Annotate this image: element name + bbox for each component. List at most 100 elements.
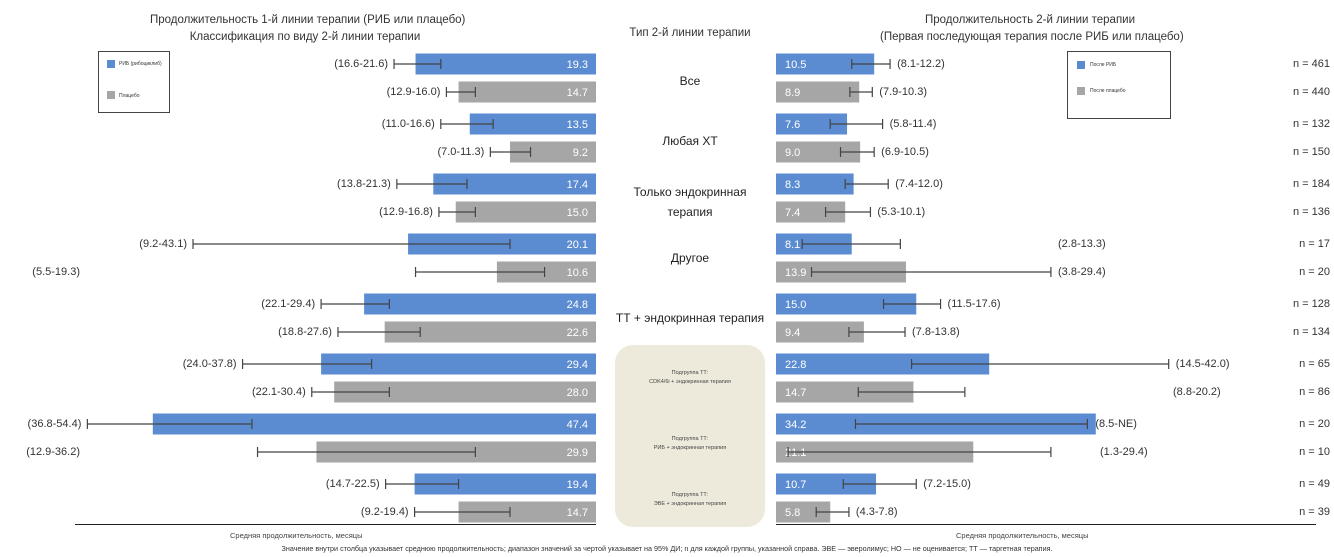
right-bar [776, 353, 990, 375]
right-ci-label: (4.3-7.8) [856, 506, 898, 518]
legend-after-rib-label: После РИБ [1090, 62, 1117, 68]
left-ci-label: (12.9-36.2) [26, 446, 80, 458]
left-bar-value: 19.4 [567, 479, 588, 491]
left-ci-label: (36.8-54.4) [28, 418, 82, 430]
n-label: n = 86 [1299, 386, 1330, 398]
left-bar-value: 10.6 [567, 267, 588, 279]
right-ci-label: (8.5-NE) [1095, 418, 1137, 430]
left-bar [458, 81, 596, 103]
right-bar-value: 5.8 [785, 507, 800, 519]
left-ci-label: (13.8-21.3) [337, 178, 391, 190]
right-bar-value: 7.6 [785, 119, 800, 131]
right-bar [776, 81, 860, 103]
left-bar-value: 20.1 [567, 239, 588, 251]
right-ci-label: (7.4-12.0) [895, 178, 943, 190]
left-bar [496, 261, 596, 283]
left-ci-label: (24.0-37.8) [183, 358, 237, 370]
left-bar [384, 321, 596, 343]
right-bar [776, 113, 848, 135]
right-bar [776, 321, 864, 343]
right-ci-label: (11.5-17.6) [948, 298, 1001, 310]
subgroup-rib-line2: РИБ + эндокринная терапия [653, 445, 727, 451]
left-bar-value: 22.6 [567, 327, 588, 339]
left-ci-label: (22.1-30.4) [252, 386, 306, 398]
n-label: n = 461 [1293, 58, 1330, 70]
right-ci-label: (8.8-20.2) [1173, 386, 1221, 398]
right-bar-value: 15.0 [785, 299, 806, 311]
left-axis-line [75, 524, 596, 525]
legend-rib-swatch [107, 60, 115, 68]
left-bar-value: 19.3 [567, 59, 588, 71]
left-bar-value: 15.0 [567, 207, 588, 219]
right-bar-value: 21.1 [785, 447, 806, 459]
n-label: n = 184 [1293, 178, 1330, 190]
n-label: n = 20 [1299, 418, 1330, 430]
right-ci-label: (7.8-13.8) [912, 326, 960, 338]
n-label: n = 440 [1293, 86, 1330, 98]
subgroup-rib-line1: Подгруппа ТТ: [671, 436, 709, 442]
left-ci-label: (12.9-16.8) [379, 206, 433, 218]
left-axis-label: Средняя продолжительность, месяцы [230, 531, 363, 540]
left-bar [455, 201, 596, 223]
left-title-line1: Продолжительность 1-й линии терапии (РИБ… [150, 14, 466, 26]
left-ci-label: (9.2-43.1) [139, 238, 187, 250]
left-ci-label: (14.7-22.5) [326, 478, 380, 490]
right-ci-label: (5.3-10.1) [877, 206, 925, 218]
left-bar [321, 353, 596, 375]
left-ci-label: (16.6-21.6) [334, 58, 388, 70]
right-ci-label: (7.9-10.3) [879, 86, 927, 98]
left-bar-value: 17.4 [567, 179, 588, 191]
right-bar [776, 141, 861, 163]
right-ci-label: (5.8-11.4) [890, 118, 937, 130]
legend-rib-label: РИБ (рибоциклиб) [119, 61, 162, 67]
right-bar-value: 8.1 [785, 239, 800, 251]
right-bar-value: 34.2 [785, 419, 806, 431]
subgroup-box: Подгруппа ТТ: CDK4/6i + эндокринная тера… [615, 345, 765, 527]
left-bar-value: 13.5 [567, 119, 588, 131]
right-bar [776, 201, 846, 223]
left-title-line2: Классификация по виду 2-й линии терапии [189, 31, 421, 43]
left-bar-value: 47.4 [567, 419, 588, 431]
legend-after-placebo-swatch [1077, 87, 1085, 95]
left-bar-value: 28.0 [567, 387, 588, 399]
left-bar-value: 29.4 [567, 359, 588, 371]
category-all: Все [679, 74, 701, 88]
right-ci-label: (3.8-29.4) [1058, 266, 1106, 278]
left-bar-value: 9.2 [573, 147, 588, 159]
right-legend: После РИБ После плацебо [1067, 51, 1171, 119]
subgroup-cdk-line1: Подгруппа ТТ: [671, 370, 709, 376]
right-bar-value: 13.9 [785, 267, 806, 279]
right-axis-line [776, 524, 1316, 525]
subgroup-eve-line1: Подгруппа ТТ: [671, 492, 709, 498]
right-ci-label: (8.1-12.2) [897, 58, 945, 70]
subgroup-eve-line2: ЭВЕ + эндокринная терапия [653, 501, 727, 507]
category-endocrine-only-1: Только эндокринная [633, 185, 747, 199]
n-label: n = 10 [1299, 446, 1330, 458]
left-bar [364, 293, 596, 315]
left-ci-label: (18.8-27.6) [278, 326, 332, 338]
n-label: n = 150 [1293, 146, 1330, 158]
right-bar-value: 10.5 [785, 59, 806, 71]
n-label: n = 134 [1293, 326, 1330, 338]
left-bar [334, 381, 596, 403]
left-legend: РИБ (рибоциклиб) Плацебо [98, 51, 170, 113]
n-label: n = 39 [1299, 506, 1330, 518]
right-bar [776, 381, 914, 403]
left-ci-label: (12.9-16.0) [387, 86, 441, 98]
right-bar [776, 501, 831, 523]
center-title: Тип 2-й линии терапии [629, 27, 751, 39]
category-tt-endocrine: ТТ + эндокринная терапия [615, 311, 765, 325]
n-label: n = 136 [1293, 206, 1330, 218]
left-bar [458, 501, 596, 523]
right-bar-value: 22.8 [785, 359, 806, 371]
left-bar [509, 141, 596, 163]
footnote: Значение внутри столбца указывает средню… [281, 544, 1053, 553]
right-ci-label: (7.2-15.0) [923, 478, 971, 490]
n-label: n = 17 [1299, 238, 1330, 250]
right-bar-value: 10.7 [785, 479, 806, 491]
right-bar-value: 9.0 [785, 147, 800, 159]
left-bar-value: 24.8 [567, 299, 588, 311]
n-label: n = 132 [1293, 118, 1330, 130]
right-bar [776, 173, 854, 195]
left-bar [469, 113, 596, 135]
